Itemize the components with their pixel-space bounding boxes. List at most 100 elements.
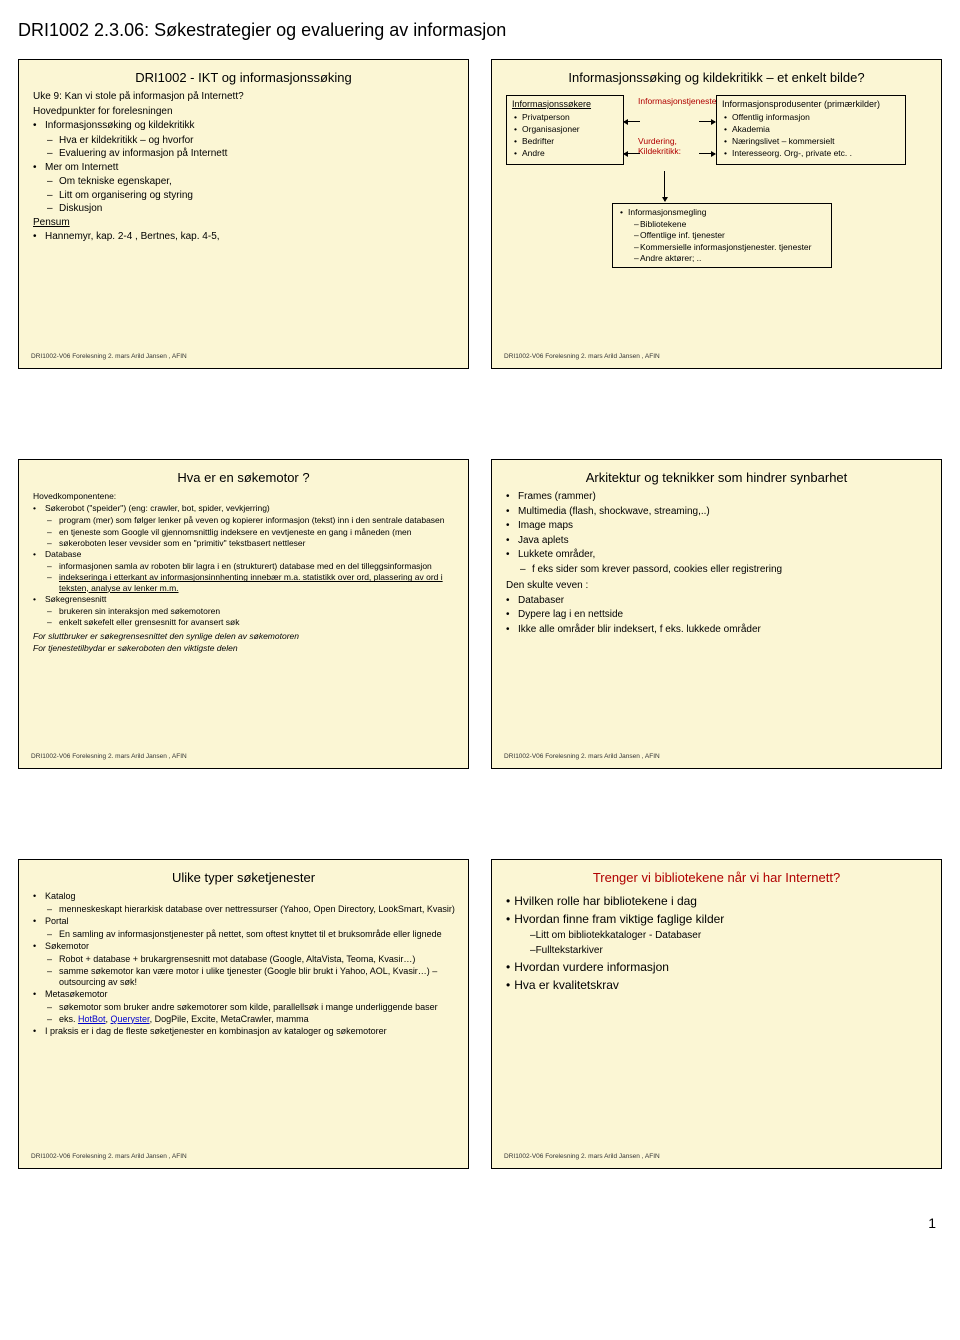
list-item: Litt om organisering og styring: [31, 190, 456, 203]
list-item: Næringslivet – kommersielt: [722, 136, 900, 146]
list-item: søkemotor som bruker andre søkemotorer s…: [31, 1002, 456, 1013]
box-seekers: Informasjonssøkere Privatperson Organisa…: [506, 95, 624, 165]
text: eks.: [59, 1014, 78, 1024]
slide2-title: Informasjonssøking og kildekritikk – et …: [504, 70, 929, 85]
list-item: Database: [31, 549, 456, 559]
list-item: Lukkete områder,: [504, 549, 929, 562]
slide1-title: DRI1002 - IKT og informasjonssøking: [31, 70, 456, 85]
list-item: Andre: [512, 148, 618, 158]
box-mediation-title: Informasjonsmegling: [618, 207, 826, 217]
list-item: Akademia: [722, 124, 900, 134]
list-item: Søkegrensesnitt: [31, 594, 456, 604]
slide-footer: DRI1002-V06 Forelesning 2. mars Arild Ja…: [31, 753, 456, 760]
slide-2: Informasjonssøking og kildekritikk – et …: [491, 59, 942, 369]
list-item: I praksis er i dag de fleste søketjenest…: [31, 1026, 456, 1037]
arrow-down-icon: [664, 171, 665, 201]
link-hotbot[interactable]: HotBot: [78, 1014, 106, 1024]
text: Hvordan finne fram viktige faglige kilde…: [510, 912, 724, 926]
list-item: Multimedia (flash, shockwave, streaming,…: [504, 506, 929, 519]
box-mediation: Informasjonsmegling Bibliotekene Offentl…: [612, 203, 832, 268]
slide3-subheading: Hovedkomponentene:: [31, 491, 456, 501]
arrow-icon: [699, 121, 715, 122]
list-item: søkeroboten leser vevsider som en "primi…: [31, 538, 456, 548]
slide3-title: Hva er en søkemotor ?: [31, 470, 456, 485]
slide1-subtitle: Uke 9: Kan vi stole på informasjon på In…: [31, 91, 456, 104]
slide-5: Ulike typer søketjenester Katalog mennes…: [18, 859, 469, 1169]
list-item: Søkerobot ("speider") (eng: crawler, bot…: [31, 503, 456, 513]
text: Søkerobot ("speider") (eng: crawler, bot…: [45, 503, 270, 513]
slide-footer: DRI1002-V06 Forelesning 2. mars Arild Ja…: [504, 353, 929, 360]
slide4-title: Arkitektur og teknikker som hindrer synb…: [504, 470, 929, 485]
list-item: Bibliotekene: [618, 219, 826, 229]
slide5-title: Ulike typer søketjenester: [31, 870, 456, 885]
text: Hva er kvalitetskrav: [510, 978, 619, 992]
slide4-subheading: Den skulte veven :: [504, 580, 929, 593]
footnote: For sluttbruker er søkegrensesnittet den…: [31, 631, 456, 641]
footnote: For tjenestetilbydar er søkeroboten den …: [31, 643, 456, 653]
list-item: indekseringa i etterkant av informasjons…: [31, 572, 456, 592]
list-item: Informasjonssøking og kildekritikk: [31, 120, 456, 133]
slide-6: Trenger vi bibliotekene når vi har Inter…: [491, 859, 942, 1169]
box-producers: Informasjonsprodusenter (primærkilder) O…: [716, 95, 906, 165]
list-item: enkelt søkefelt eller grensesnitt for av…: [31, 617, 456, 627]
list-item: program (mer) som følger lenker på veven…: [31, 515, 456, 525]
box-seekers-title: Informasjonssøkere: [512, 99, 618, 110]
list-item: f eks sider som krever passord, cookies …: [504, 564, 929, 577]
list-item: Privatperson: [512, 112, 618, 122]
list-item: •Hva er kvalitetskrav: [504, 978, 929, 993]
label-assessment: Vurdering, Kildekritikk:: [638, 137, 708, 157]
link-queryster[interactable]: Queryster: [111, 1014, 150, 1024]
list-item: Interesseorg. Org-, private etc. .: [722, 148, 900, 158]
slide-footer: DRI1002-V06 Forelesning 2. mars Arild Ja…: [504, 753, 929, 760]
text: Hvilken rolle har bibliotekene i dag: [510, 894, 697, 908]
text: Litt om bibliotekkataloger - Databaser: [536, 930, 702, 941]
arrow-icon: [699, 153, 715, 154]
list-item: Dypere lag i en nettside: [504, 609, 929, 622]
slides-grid: DRI1002 - IKT og informasjonssøking Uke …: [18, 59, 942, 1169]
list-item: eks. HotBot, Queryster, DogPile, Excite,…: [31, 1014, 456, 1025]
list-item: Image maps: [504, 520, 929, 533]
text: indekseringa i etterkant av informasjons…: [59, 572, 443, 592]
slide6-title: Trenger vi bibliotekene når vi har Inter…: [504, 870, 929, 885]
label-services: Informasjonstjenester: [638, 97, 708, 107]
list-item: Søkemotor: [31, 941, 456, 952]
list-item: Databaser: [504, 595, 929, 608]
slide-footer: DRI1002-V06 Forelesning 2. mars Arild Ja…: [31, 353, 456, 360]
list-item: Evaluering av informasjon på Internett: [31, 148, 456, 161]
list-item: informasjonen samla av roboten blir lagr…: [31, 561, 456, 571]
list-item: Katalog: [31, 891, 456, 902]
list-item: –Litt om bibliotekkataloger - Databaser: [528, 930, 929, 943]
list-item: Java aplets: [504, 535, 929, 548]
slide-footer: DRI1002-V06 Forelesning 2. mars Arild Ja…: [504, 1153, 929, 1160]
list-item: •Hvordan vurdere informasjon: [504, 960, 929, 975]
list-item: Frames (rammer): [504, 491, 929, 504]
slide1-heading: Hovedpunkter for forelesningen: [31, 106, 456, 119]
list-item: En samling av informasjonstjenester på n…: [31, 929, 456, 940]
page-number: 1: [18, 1215, 942, 1231]
list-item: Offentlige inf. tjenester: [618, 230, 826, 240]
page-title: DRI1002 2.3.06: Søkestrategier og evalue…: [18, 20, 942, 41]
list-item: Hva er kildekritikk – og hvorfor: [31, 135, 456, 148]
list-item: Om tekniske egenskaper,: [31, 176, 456, 189]
text: Fulltekstarkiver: [536, 945, 603, 956]
list-item: •Hvilken rolle har bibliotekene i dag: [504, 894, 929, 909]
list-item: Robot + database + brukargrensesnitt mot…: [31, 954, 456, 965]
list-item: brukeren sin interaksjon med søkemotoren: [31, 606, 456, 616]
arrow-icon: [624, 153, 640, 154]
list-item: Ikke alle områder blir indeksert, f eks.…: [504, 624, 929, 637]
list-item: samme søkemotor kan være motor i ulike t…: [31, 966, 456, 988]
list-item: Offentlig informasjon: [722, 112, 900, 122]
slide1-pensum: Pensum: [31, 217, 456, 230]
slide-4: Arkitektur og teknikker som hindrer synb…: [491, 459, 942, 769]
list-item: Andre aktører; ..: [618, 253, 826, 263]
list-item: Hannemyr, kap. 2-4 , Bertnes, kap. 4-5,: [31, 231, 456, 244]
list-item: –Fulltekstarkiver: [528, 945, 929, 958]
list-item: Bedrifter: [512, 136, 618, 146]
slide2-diagram: Informasjonssøkere Privatperson Organisa…: [504, 91, 929, 331]
list-item: Metasøkemotor: [31, 989, 456, 1000]
list-item: Diskusjon: [31, 203, 456, 216]
slide-footer: DRI1002-V06 Forelesning 2. mars Arild Ja…: [31, 1153, 456, 1160]
text: Hvordan vurdere informasjon: [510, 960, 669, 974]
arrow-icon: [624, 121, 640, 122]
list-item: Organisasjoner: [512, 124, 618, 134]
